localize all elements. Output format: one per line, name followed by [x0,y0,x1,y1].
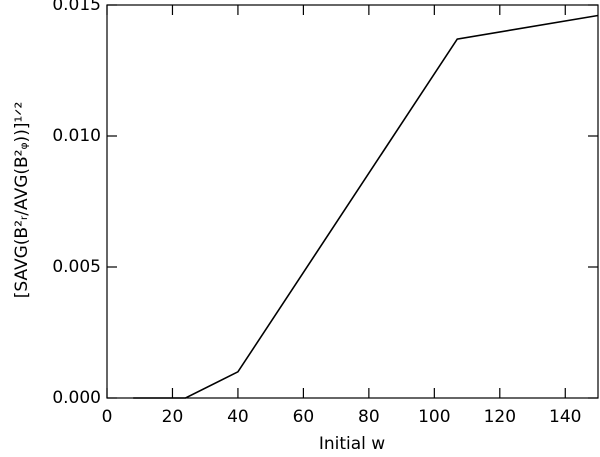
x-tick-label: 60 [293,407,315,427]
y-tick-label: 0.015 [52,0,101,15]
y-axis-label: [SAVG(B²ᵣ/AVG(B²ᵩ))]¹ᐟ² [12,102,32,299]
x-tick-label: 20 [162,407,184,427]
plot-frame [106,4,599,399]
x-tick-label: 80 [358,407,380,427]
y-tick-label: 0.000 [52,388,101,408]
x-tick-label: 100 [418,407,450,427]
x-tick-label: 0 [102,407,113,427]
y-tick-label: 0.010 [52,126,101,146]
x-tick-label: 40 [227,407,249,427]
y-tick-label: 0.005 [52,257,101,277]
x-tick-label: 140 [549,407,581,427]
data-line [133,14,599,399]
x-tick-label: 120 [484,407,516,427]
x-axis-label: Initial w [319,434,385,454]
